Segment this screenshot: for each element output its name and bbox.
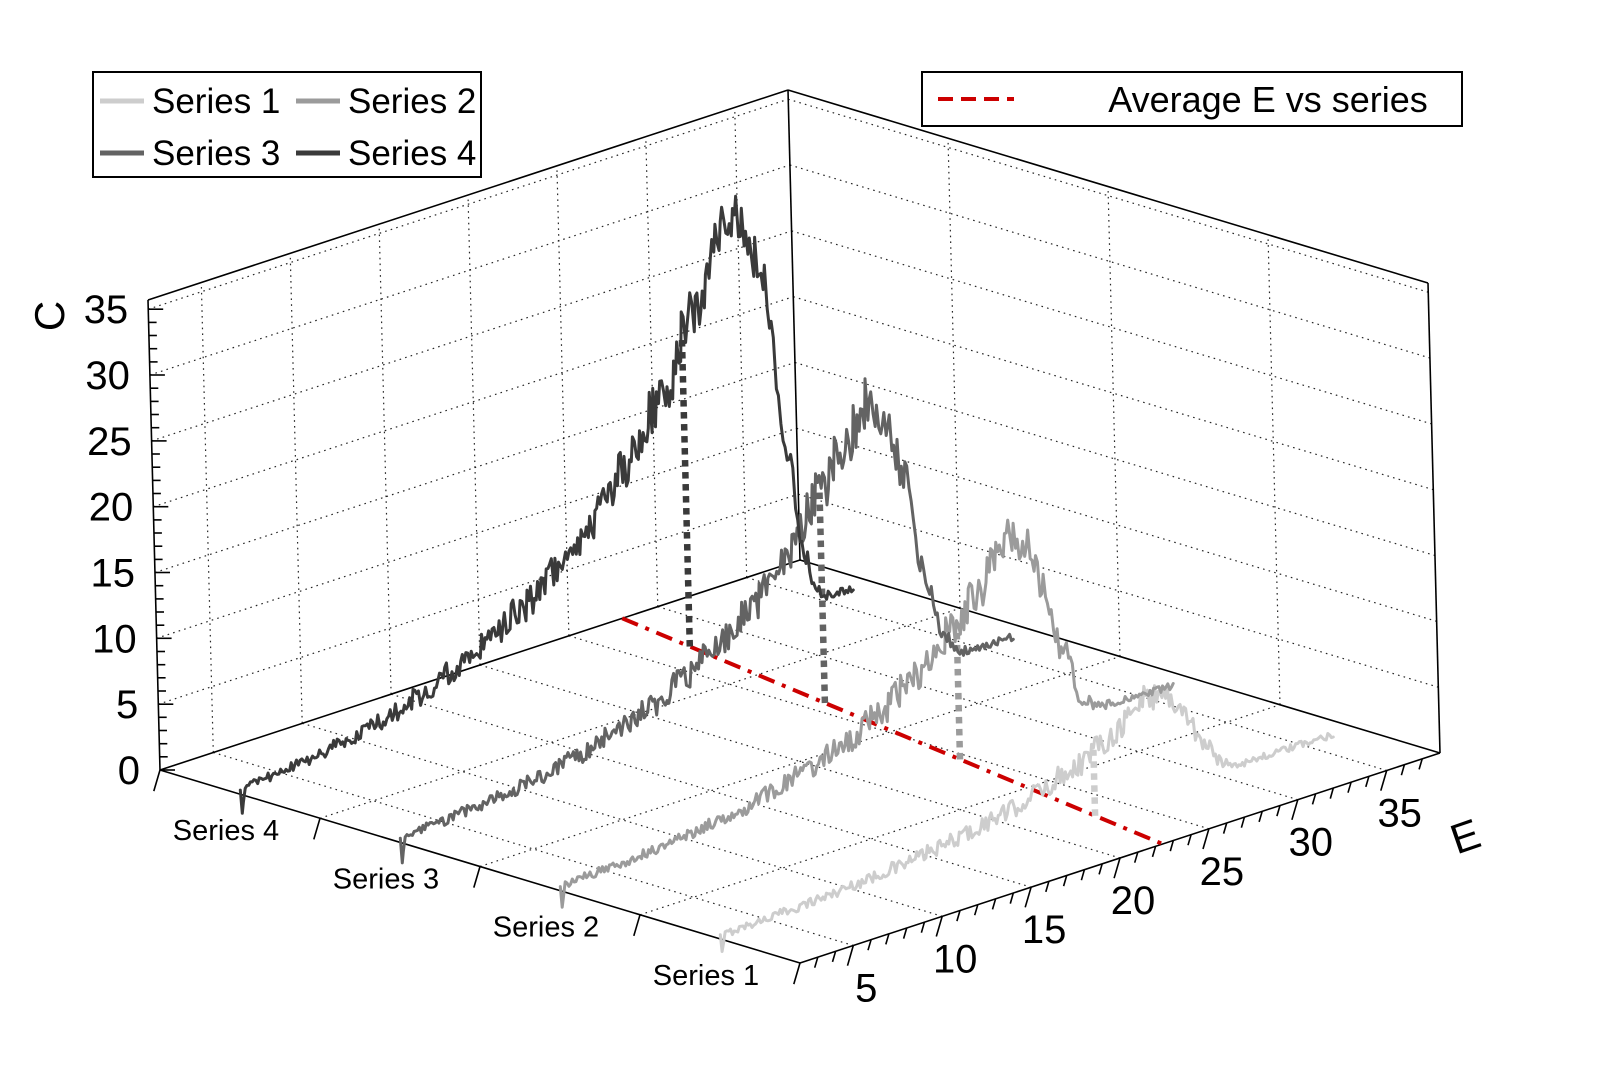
e-tick-label: 25 bbox=[1200, 850, 1245, 894]
curve-series-2 bbox=[558, 518, 1175, 909]
curve-series-4 bbox=[238, 194, 855, 815]
c-tick-label: 0 bbox=[118, 749, 140, 793]
e-tick-label: 35 bbox=[1377, 792, 1422, 836]
c-tick-label: 5 bbox=[116, 683, 138, 727]
e-axis-title: E bbox=[1444, 810, 1486, 864]
c-axis-title: C bbox=[26, 301, 73, 331]
series-4-legend-label: Series 4 bbox=[348, 134, 476, 173]
grid-lines bbox=[148, 98, 1439, 947]
average-legend-label: Average E vs series bbox=[1108, 79, 1427, 120]
e-tick-label: 30 bbox=[1289, 821, 1334, 865]
mean-drop-line-series-1 bbox=[1090, 749, 1099, 816]
e-axis: 5 10 15 20 25 30 35 bbox=[813, 758, 1423, 1011]
e-tick-label: 15 bbox=[1022, 908, 1067, 952]
e-tick-label: 5 bbox=[855, 967, 877, 1011]
c-axis: 0 5 10 15 20 25 30 35 bbox=[84, 288, 175, 793]
series-curves bbox=[238, 194, 1335, 953]
series-axis-label: Series 1 bbox=[653, 960, 759, 992]
series-axis: Series 4 Series 3 Series 2 Series 1 bbox=[153, 769, 801, 992]
series-3-legend-label: Series 3 bbox=[152, 134, 280, 173]
series-axis-label: Series 2 bbox=[493, 912, 599, 944]
curve-series-1 bbox=[718, 684, 1335, 953]
c-tick-label: 25 bbox=[87, 420, 132, 464]
average-legend: Average E vs series bbox=[921, 71, 1463, 127]
average-e-line bbox=[621, 616, 1164, 846]
mean-drop-line-series-2 bbox=[953, 624, 964, 760]
e-tick-label: 20 bbox=[1111, 879, 1156, 923]
c-tick-label: 10 bbox=[92, 617, 137, 661]
series-legend-box bbox=[92, 71, 482, 178]
series-1-legend-label: Series 1 bbox=[152, 82, 280, 121]
series-legend: Series 1 Series 2 Series 3 Series 4 bbox=[92, 71, 482, 178]
c-tick-label: 15 bbox=[91, 552, 136, 596]
c-tick-label: 20 bbox=[89, 486, 134, 530]
series-axis-label: Series 4 bbox=[173, 815, 279, 847]
mean-drop-line-series-4 bbox=[678, 337, 694, 647]
average-e-line bbox=[621, 616, 1164, 846]
curve-series-3 bbox=[398, 377, 1015, 865]
series-2-legend-label: Series 2 bbox=[348, 82, 476, 121]
series-axis-label: Series 3 bbox=[333, 863, 439, 895]
mean-drop-lines bbox=[678, 337, 1099, 816]
e-tick-label: 10 bbox=[933, 937, 978, 981]
frame-edges bbox=[147, 89, 1441, 964]
c-tick-label: 30 bbox=[85, 354, 130, 398]
c-tick-label: 35 bbox=[84, 288, 129, 332]
